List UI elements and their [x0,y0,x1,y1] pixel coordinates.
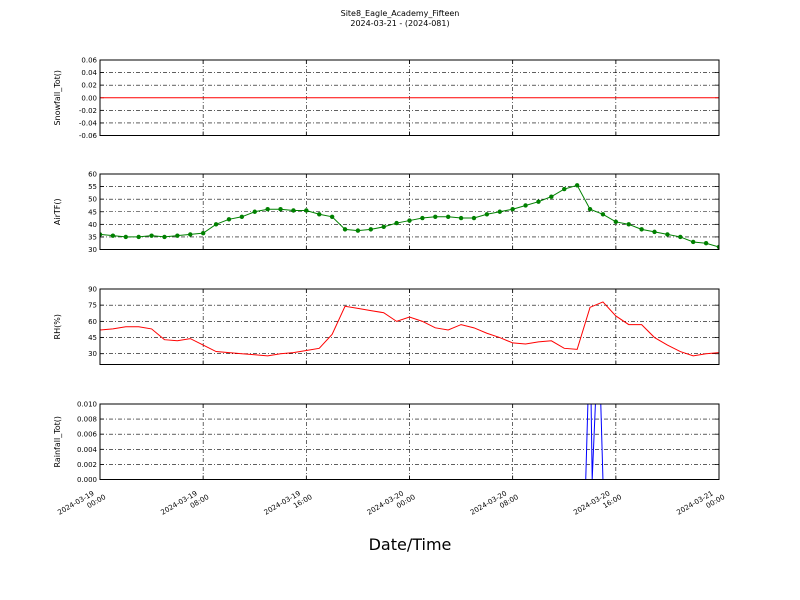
data-point [678,234,683,240]
figure-title: Site8_Eagle_Academy_Fifteen [341,9,460,18]
y-tick-label: 0.02 [81,82,97,90]
y-tick-label: 30 [88,350,97,358]
plot-frame [99,403,720,480]
y-tick-label: 45 [88,208,97,216]
y-tick-label: -0.04 [79,119,98,127]
y-axis-label: AirTF() [53,198,62,225]
data-point [252,209,257,214]
data-point [562,186,567,192]
data-point [639,227,644,232]
y-tick-label: 50 [88,196,97,204]
data-point [445,214,451,219]
data-point [136,234,141,240]
data-point [317,212,322,217]
y-tick-label: 0.000 [77,476,97,484]
y-tick-label: 0.004 [77,446,98,454]
data-point [652,229,657,235]
y-tick-label: 0.006 [77,431,98,439]
y-tick-label: 90 [88,286,97,294]
y-tick-label: 0.04 [81,69,97,77]
y-tick-label: 30 [88,246,97,254]
data-point [407,218,412,223]
data-point [213,222,219,227]
data-point [278,207,283,212]
y-tick-label: 75 [88,302,97,310]
data-point [394,220,399,226]
data-point [665,232,670,237]
data-point [226,217,232,222]
data-point [691,239,696,245]
data-point [200,230,206,236]
data-line [100,301,719,357]
data-point [587,207,593,212]
data-point [149,233,154,238]
y-tick-label: -0.06 [79,132,98,140]
data-point [471,215,477,221]
y-axis-label: Rainfall_Tot() [53,416,62,468]
y-tick-label: 0.06 [81,57,97,65]
figure-subtitle: 2024-03-21 - (2024-081) [350,19,449,28]
data-point [368,227,374,232]
y-tick-label: 0.00 [81,94,97,102]
data-point [510,207,515,212]
data-point [239,214,245,219]
data-point [188,232,193,237]
plot-frame [99,173,720,250]
data-point [304,208,309,213]
y-tick-label: 55 [88,183,97,191]
plot-frame [99,288,720,365]
data-point [613,219,619,225]
data-point [175,233,180,238]
y-tick-label: 0.008 [77,416,97,424]
data-point [265,207,270,212]
data-point [484,212,490,217]
data-point [574,183,580,188]
data-point [381,224,386,230]
y-tick-label: -0.02 [79,107,97,115]
plot-frame [99,59,720,136]
data-point [626,222,631,227]
y-tick-label: 35 [88,233,97,241]
data-point [536,199,541,204]
data-point [703,241,709,246]
data-point [342,227,348,232]
y-tick-label: 60 [88,171,97,179]
data-point [329,214,335,219]
data-point [523,203,528,208]
data-point [549,194,554,199]
y-tick-label: 0.010 [77,401,97,409]
x-axis-label: Date/Time [369,535,452,554]
data-point [433,214,438,219]
data-point [355,228,361,233]
data-point [420,215,425,221]
y-tick-label: 60 [88,318,97,326]
y-axis-label: Snowfall_Tot() [53,70,62,126]
y-tick-label: 0.002 [77,461,97,469]
data-point [123,234,128,240]
data-point [162,234,167,240]
data-point [458,215,464,221]
data-point [716,244,719,250]
data-point [497,209,502,214]
data-point [600,212,606,217]
y-tick-label: 40 [88,221,97,229]
data-point [100,232,103,237]
data-point [291,208,296,213]
y-axis-label: RH(%) [53,314,62,339]
data-point [110,233,116,238]
y-tick-label: 45 [88,334,97,342]
